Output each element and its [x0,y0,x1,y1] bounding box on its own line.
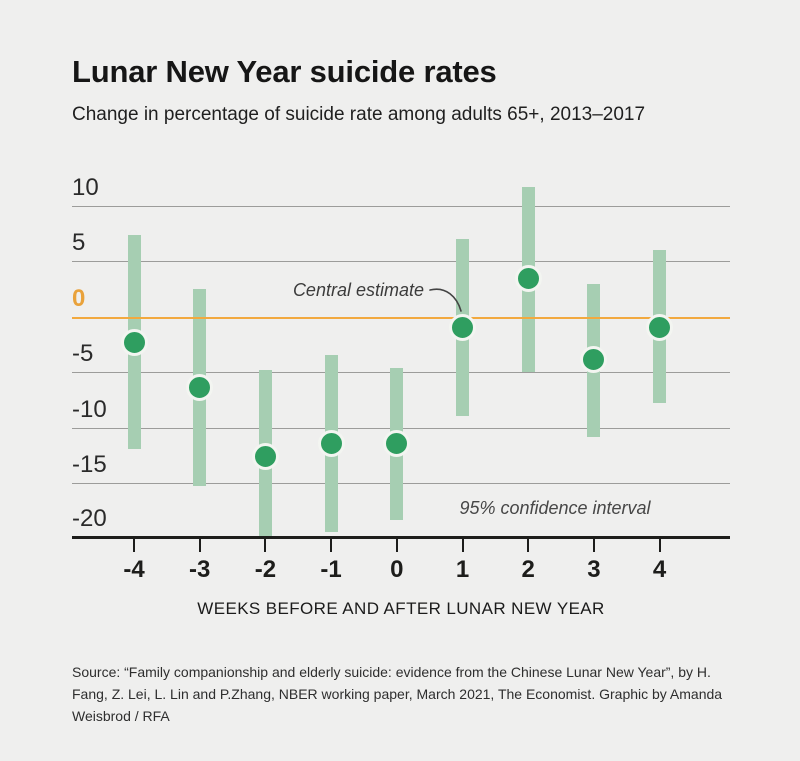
x-axis-tick [198,539,201,552]
x-axis-tick [461,539,464,552]
central-estimate-dot [514,265,542,293]
x-tick-label: -4 [123,556,145,583]
central-estimate-annotation: Central estimate [292,280,424,300]
y-tick-label: -10 [72,395,107,423]
zero-line [72,316,730,319]
x-tick-label: -3 [189,556,211,583]
central-estimate-dot [646,314,674,342]
x-axis-tick [395,539,398,552]
page-subtitle: Change in percentage of suicide rate amo… [72,104,646,125]
central-estimate-dot [317,429,345,457]
x-axis-title: WEEKS BEFORE AND AFTER LUNAR NEW YEAR [197,599,605,618]
y-tick-label: -15 [72,450,107,478]
x-tick-label: 1 [455,556,470,583]
x-axis-tick [330,539,333,552]
central-estimate-dot [580,346,608,374]
y-tick-label: 5 [72,229,86,257]
central-estimate-dot [449,314,476,342]
x-axis-tick [658,539,661,552]
central-estimate-dot [186,374,214,402]
x-axis-tick [133,539,135,552]
page-title: Lunar New Year suicide rates [72,54,497,89]
x-axis-line [72,536,730,539]
central-estimate-dot [251,442,279,470]
central-estimate-dot [383,429,411,457]
x-tick-label: 2 [521,556,535,583]
y-tick-label: 10 [72,173,99,201]
x-axis-tick [527,539,530,552]
confidence-interval-annotation: 95% confidence interval [459,498,651,518]
y-tick-label: -5 [72,340,94,368]
gridline [72,205,730,207]
x-tick-label: -2 [254,556,277,583]
x-axis-tick [264,539,267,552]
x-tick-label: 3 [587,556,601,583]
y-tick-label: -20 [72,505,107,533]
x-axis-tick [592,539,595,552]
y-tick-label: 0 [72,284,86,312]
source-credit: Source: “Family companionship and elderl… [72,664,723,724]
x-tick-label: 0 [390,556,404,583]
central-estimate-dot [120,328,148,356]
x-tick-label: 4 [652,556,667,583]
x-tick-label: -1 [320,556,342,583]
gridline [72,261,730,263]
